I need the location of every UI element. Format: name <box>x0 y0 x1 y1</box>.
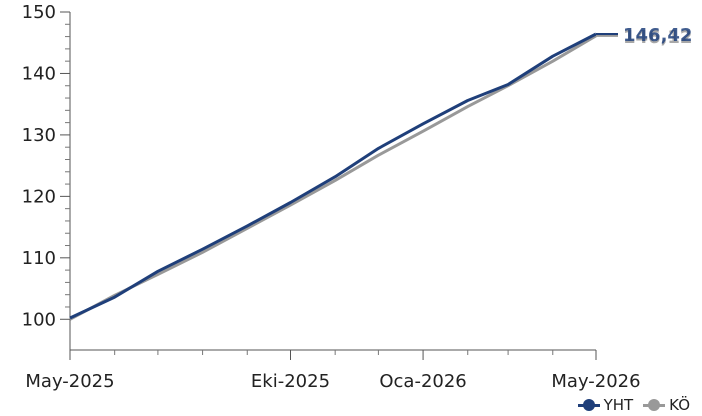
x-tick-label: Eki-2025 <box>251 371 330 392</box>
y-tick-label: 150 <box>22 2 56 23</box>
y-tick-label: 130 <box>22 125 56 146</box>
legend-item-ko: KÖ <box>643 396 690 414</box>
x-tick-label: May-2025 <box>25 371 114 392</box>
legend-item-yht: YHT <box>577 396 634 414</box>
y-tick-label: 120 <box>22 186 56 207</box>
legend-swatch-ko <box>643 399 666 411</box>
series-line-yht <box>69 32 597 320</box>
series-end-label: 146,12 <box>623 27 692 48</box>
y-tick-label: 100 <box>22 309 56 330</box>
x-tick-label: May-2026 <box>551 371 640 392</box>
legend-swatch-yht <box>577 399 600 411</box>
legend-label-ko: KÖ <box>669 396 690 414</box>
chart-legend: YHT KÖ <box>577 396 690 414</box>
x-tick-label: Oca-2026 <box>379 371 466 392</box>
series-end-label: 146,42 <box>623 25 692 46</box>
legend-label-yht: YHT <box>603 396 634 414</box>
y-tick-label: 140 <box>22 63 56 84</box>
y-tick-label: 110 <box>22 248 56 269</box>
